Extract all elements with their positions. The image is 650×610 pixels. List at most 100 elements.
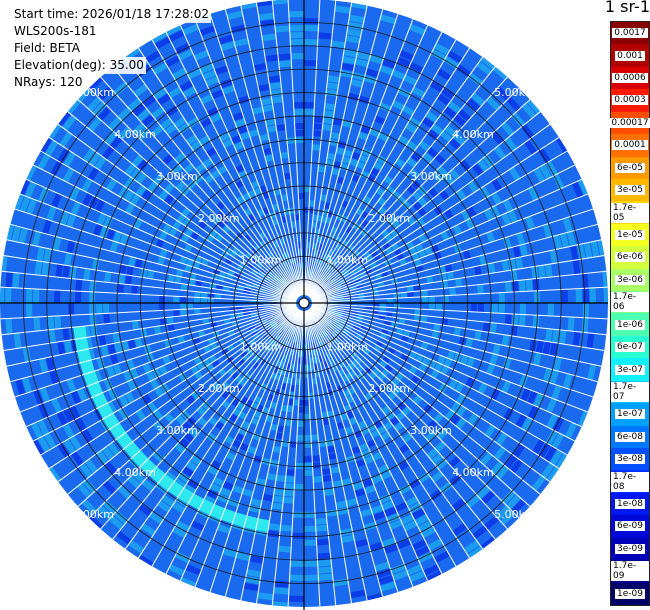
radar-gate [235, 552, 251, 562]
radar-gate [243, 353, 251, 361]
radar-gate [258, 12, 275, 21]
radar-gate [421, 116, 435, 129]
radar-gate [489, 353, 499, 366]
radar-gate [164, 194, 175, 205]
ray-separator [309, 307, 531, 507]
radar-gate [235, 375, 243, 384]
radar-gate [370, 429, 380, 439]
radar-gate [335, 236, 342, 244]
radar-gate [476, 485, 491, 500]
ray-separator [88, 87, 299, 298]
radar-gate [278, 60, 292, 68]
radar-gate [316, 250, 321, 258]
radar-gate [144, 50, 161, 64]
radar-gate [131, 320, 140, 331]
radar-gate [544, 328, 553, 343]
radar-gate [288, 11, 304, 18]
radar-gate [236, 125, 249, 135]
radar-gate [140, 328, 148, 338]
ray-separator [311, 239, 602, 302]
radar-gate [269, 459, 279, 467]
radar-gate [341, 240, 349, 248]
colorbar-step: 6e-08 [611, 425, 649, 449]
radar-gate [431, 170, 443, 182]
radar-gate [48, 329, 57, 344]
radar-gate [274, 315, 281, 320]
radar-gate [264, 54, 279, 63]
radar-gate [267, 530, 280, 538]
radar-gate [158, 230, 168, 241]
radar-gate [304, 39, 318, 46]
radar-gate [248, 349, 256, 357]
radar-gate [388, 519, 403, 530]
radar-gate [379, 14, 397, 25]
radar-gate [208, 297, 215, 303]
radar-gate [279, 238, 285, 246]
radar-gate [117, 283, 124, 294]
radar-gate [276, 359, 282, 367]
radar-gate [123, 189, 135, 202]
radar-gate [165, 25, 182, 36]
radar-gate [194, 297, 201, 303]
radar-gate [491, 192, 502, 205]
radar-gate [26, 164, 37, 181]
radar-gate [414, 258, 422, 267]
radar-gate [326, 263, 332, 270]
radar-gate [226, 10, 244, 20]
radar-gate [331, 331, 338, 338]
radar-gate [115, 530, 132, 545]
radar-gate [167, 274, 175, 283]
radar-gate [403, 520, 418, 532]
colorbar-step: 0.0017 [611, 22, 649, 45]
radar-gate [26, 288, 33, 303]
ray-separator [10, 223, 297, 302]
radar-gate [310, 434, 319, 441]
radar-gate [210, 169, 221, 180]
radar-gate [326, 82, 339, 90]
radar-gate [181, 421, 193, 432]
colorbar-tick-label: 1.7e-05 [611, 202, 649, 223]
radar-gate [186, 416, 197, 427]
radar-gate [126, 265, 134, 276]
radar-gate [418, 249, 427, 259]
radar-gate [433, 323, 441, 332]
radar-gate [476, 61, 493, 76]
radar-gate [184, 264, 192, 273]
range-label: 3.00km [410, 424, 452, 437]
radar-gate [224, 435, 235, 445]
radar-gate [533, 167, 546, 183]
ray-separator [309, 308, 520, 519]
radar-gate [394, 157, 406, 168]
radar-gate [197, 416, 208, 427]
ray-separator [311, 223, 598, 302]
radar-gate [368, 541, 384, 552]
radar-gate [334, 338, 341, 345]
radar-gate [45, 140, 59, 157]
radar-gate [535, 340, 545, 354]
radar-gate [362, 478, 374, 488]
radar-gate [335, 244, 342, 252]
radar-gate [345, 372, 353, 381]
radar-gate [284, 208, 290, 215]
ray-separator [308, 309, 484, 550]
radar-gate [268, 523, 281, 531]
radar-gate [192, 173, 204, 185]
radar-gate [194, 291, 201, 298]
radar-gate [586, 332, 595, 349]
radar-gate [304, 357, 308, 364]
radar-gate [73, 325, 87, 340]
radar-gate [274, 334, 280, 342]
range-label: 1.00km [240, 340, 282, 353]
radar-gate [314, 257, 319, 265]
radar-gate [82, 147, 96, 163]
colorbar-tick-label: 0.00017 [609, 117, 650, 128]
radar-gate [405, 496, 419, 508]
radar-gate [233, 37, 249, 48]
radar-gate [434, 362, 443, 373]
radar-gate [373, 254, 382, 262]
radar-gate [323, 360, 329, 368]
radar-gate [370, 167, 380, 177]
radar-gate [351, 72, 366, 81]
radar-gate [466, 97, 481, 112]
radar-gate [435, 303, 442, 311]
